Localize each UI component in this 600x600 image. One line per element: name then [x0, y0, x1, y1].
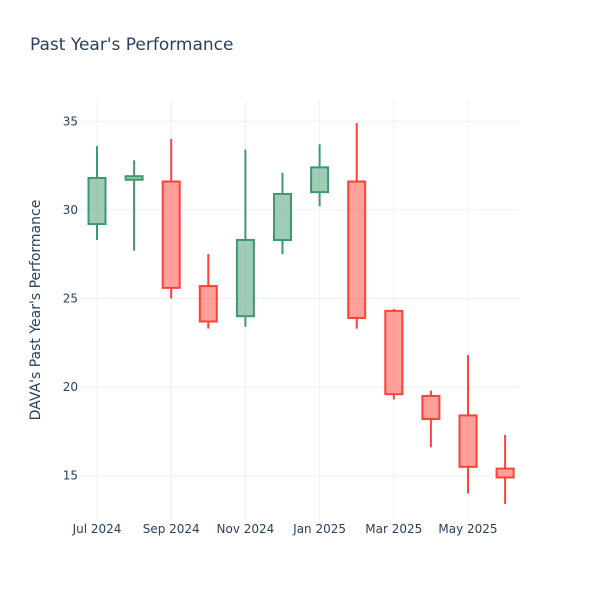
y-tick-label: 15 [63, 469, 78, 483]
candle-body [235, 239, 255, 318]
candle-decreasing [458, 355, 478, 494]
candle-body [347, 180, 367, 319]
y-axis-ticks: 15 20 25 30 35 [63, 114, 78, 482]
candle-body [161, 180, 181, 289]
candle-body [421, 394, 441, 420]
x-tick-label: Sep 2024 [143, 522, 200, 536]
x-axis-ticks: Jul 2024 Sep 2024 Nov 2024 Jan 2025 Mar 2025… [72, 522, 498, 536]
y-tick-label: 20 [63, 380, 78, 394]
candle-increasing [124, 160, 144, 251]
candle-body [384, 309, 404, 396]
candle-body [495, 467, 515, 479]
candle-decreasing [421, 390, 441, 448]
y-axis-title: DAVA's Past Year's Performance [28, 200, 44, 421]
x-tick-label: May 2025 [438, 522, 497, 536]
candle-increasing [235, 149, 255, 327]
x-tick-label: Nov 2024 [217, 522, 275, 536]
y-tick-label: 30 [63, 203, 78, 217]
candle-body [273, 192, 292, 242]
y-tick-label: 25 [63, 291, 78, 305]
candles [87, 123, 515, 505]
candle-increasing [310, 144, 330, 207]
candle-body [310, 166, 330, 194]
x-tick-label: Jan 2025 [292, 522, 346, 536]
candle-increasing [87, 146, 107, 240]
candle-increasing [273, 172, 292, 255]
y-tick-label: 35 [63, 114, 78, 128]
candle-decreasing [161, 138, 181, 299]
x-tick-label: Mar 2025 [365, 522, 422, 536]
candle-body [198, 285, 218, 323]
candle-decreasing [198, 254, 218, 329]
candle-decreasing [495, 434, 515, 505]
candle-body [458, 414, 478, 468]
candle-body [124, 175, 144, 181]
x-tick-label: Jul 2024 [72, 522, 122, 536]
chart-title: Past Year's Performance [30, 35, 234, 55]
candle-body [87, 176, 107, 226]
candle-decreasing [347, 123, 367, 329]
candle-decreasing [384, 309, 404, 400]
